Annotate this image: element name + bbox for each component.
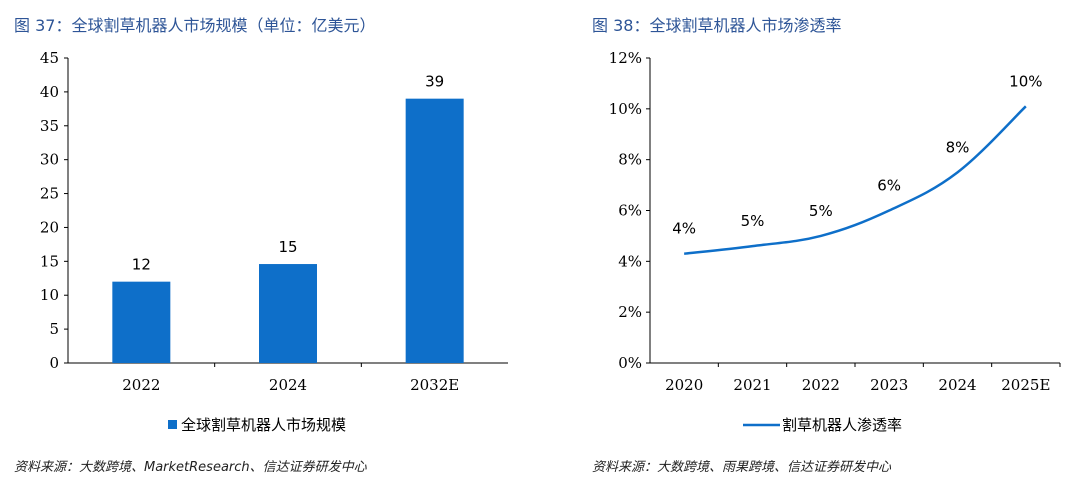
point-data-label: 5% xyxy=(809,202,833,220)
left-figure-title: 图 37：全球割草机器人市场规模（单位：亿美元） xyxy=(14,16,376,35)
bar xyxy=(259,264,317,363)
y-tick-label: 2% xyxy=(618,303,642,321)
y-tick-label: 0% xyxy=(618,354,642,372)
y-tick-label: 12% xyxy=(609,49,642,67)
bar-chart-market-size: 0 5 10 15 20 25 30 35 40 45 12 2022 15 2024 39 2032E 全球割… xyxy=(40,49,508,434)
point-data-label: 10% xyxy=(1009,72,1042,90)
bar-data-label: 12 xyxy=(132,256,151,274)
y-tick-label: 40 xyxy=(40,83,59,101)
x-tick-label: 2024 xyxy=(938,376,976,394)
left-figure: 图 37：全球割草机器人市场规模（单位：亿美元） 0 5 10 15 20 25 30 35 4… xyxy=(14,16,508,475)
point-data-label: 6% xyxy=(877,177,901,195)
bar xyxy=(112,281,171,363)
x-tick-label: 2022 xyxy=(802,376,840,394)
point-data-label: 4% xyxy=(672,220,696,238)
legend-label: 割草机器人渗透率 xyxy=(782,416,902,434)
point-data-label: 8% xyxy=(946,138,970,156)
x-tick-label: 2020 xyxy=(665,376,703,394)
y-tick-label: 30 xyxy=(40,151,59,169)
right-source-note: 资料来源：大数跨境、雨果跨境、信达证券研发中心 xyxy=(592,460,892,475)
right-figure: 图 38：全球割草机器人市场渗透率 0% 2% 4% 6% 8% 10% 12% 2020 4%… xyxy=(580,0,1080,488)
y-tick-label: 8% xyxy=(618,151,642,169)
y-tick-label: 6% xyxy=(618,202,642,220)
y-tick-label: 25 xyxy=(40,185,59,203)
y-tick-label: 10 xyxy=(40,286,59,304)
bar-data-label: 15 xyxy=(278,238,297,256)
line-chart-penetration-rate: 0% 2% 4% 6% 8% 10% 12% 2020 4% 2021 5% 2022 5% 2023 6%… xyxy=(609,49,1061,434)
y-tick-label: 5 xyxy=(49,320,59,338)
x-tick-label: 2023 xyxy=(870,376,908,394)
y-tick-label: 15 xyxy=(40,252,59,270)
x-tick-label: 2025E xyxy=(1001,376,1050,394)
y-tick-label: 0 xyxy=(49,354,59,372)
point-data-label: 5% xyxy=(741,212,765,230)
legend-swatch xyxy=(168,420,177,429)
bar xyxy=(405,98,464,364)
bar-data-label: 39 xyxy=(425,73,444,91)
x-tick-label: 2021 xyxy=(733,376,771,394)
series-line-penetration-rate xyxy=(684,105,1027,255)
y-tick-label: 45 xyxy=(40,49,59,67)
y-tick-label: 20 xyxy=(40,218,59,236)
x-tick-label: 2032E xyxy=(410,376,459,394)
x-tick-label: 2022 xyxy=(122,376,160,394)
right-figure-title: 图 38：全球割草机器人市场渗透率 xyxy=(592,16,842,35)
y-tick-label: 10% xyxy=(609,100,642,118)
x-tick-label: 2024 xyxy=(269,376,307,394)
legend-label: 全球割草机器人市场规模 xyxy=(181,416,346,434)
y-tick-label: 4% xyxy=(618,252,642,270)
y-tick-label: 35 xyxy=(40,117,59,135)
left-source-note: 资料来源：大数跨境、MarketResearch、信达证券研发中心 xyxy=(14,460,367,475)
